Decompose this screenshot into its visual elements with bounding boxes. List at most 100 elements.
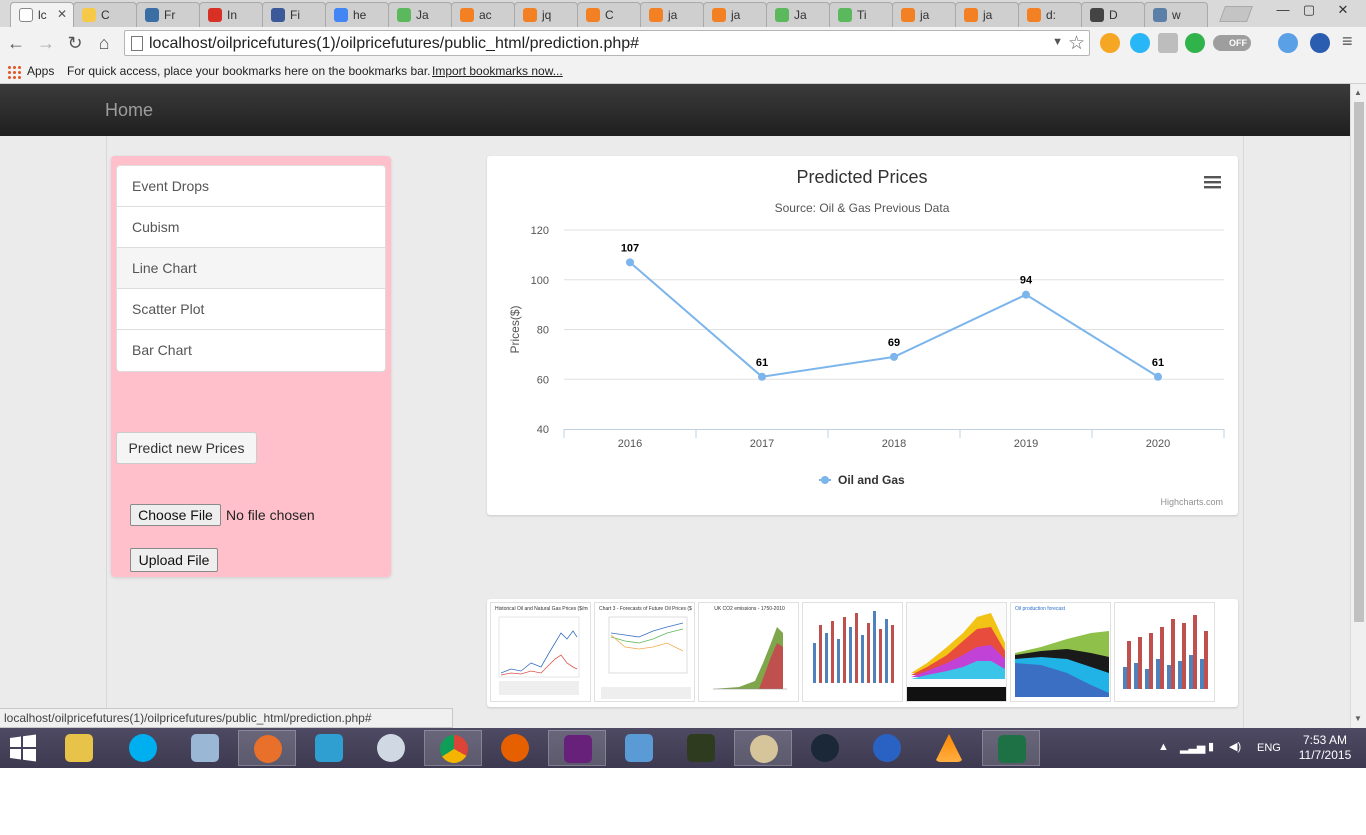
show-hidden-icons-icon[interactable]: ▲ <box>1158 741 1169 753</box>
windows-start-icon[interactable] <box>8 734 38 762</box>
system-clock[interactable]: 7:53 AM 11/7/2015 <box>1292 733 1358 763</box>
maximize-button[interactable]: ▢ <box>1302 2 1316 17</box>
game-icon[interactable] <box>672 730 730 766</box>
apps-grid-icon[interactable] <box>7 65 21 79</box>
chart-credits[interactable]: Highcharts.com <box>1160 497 1223 507</box>
battery-icon[interactable]: ▮ <box>1208 741 1215 753</box>
upload-file-button[interactable]: Upload File <box>130 548 218 572</box>
new-tab-button[interactable] <box>1219 6 1253 22</box>
thumbnail-oil-production[interactable]: Oil production forecast <box>1010 602 1111 702</box>
browser-tab[interactable]: jq <box>514 2 578 27</box>
predict-prices-button[interactable]: Predict new Prices <box>116 432 257 464</box>
sidebar-item-cubism[interactable]: Cubism <box>117 207 385 248</box>
thumbnail-oil-gas-history[interactable]: Historical Oil and Natural Gas Prices ($… <box>490 602 591 702</box>
firefox-developer-icon[interactable] <box>238 730 296 766</box>
reload-button[interactable]: ↻ <box>67 33 83 53</box>
tab-close-icon[interactable]: ✕ <box>56 7 67 21</box>
download-icon[interactable] <box>1158 33 1178 53</box>
excel-icon[interactable] <box>982 730 1040 766</box>
x-tick-label: 2018 <box>882 438 906 450</box>
extension-icon[interactable] <box>1100 33 1120 53</box>
tab-title: C <box>605 8 614 22</box>
data-point[interactable] <box>1022 290 1030 299</box>
thumbnail-bar-chart[interactable] <box>802 602 903 702</box>
legend-item-label[interactable]: Oil and Gas <box>838 473 905 487</box>
back-button[interactable]: ← <box>7 33 25 53</box>
browser-tab[interactable]: d: <box>1018 2 1082 27</box>
signal-icon[interactable]: ▂▃▅ <box>1180 742 1206 754</box>
browser-tab[interactable]: Ti <box>829 2 893 27</box>
browser-tab[interactable]: lc ✕ <box>10 2 74 27</box>
data-point[interactable] <box>1154 372 1162 381</box>
browser-tab[interactable]: D <box>1081 2 1145 27</box>
import-bookmarks-link[interactable]: Import bookmarks now... <box>432 64 563 78</box>
virtualbox-icon[interactable] <box>176 730 234 766</box>
tab-title: Ja <box>416 8 429 22</box>
chart-menu-hamburger-icon[interactable] <box>1204 176 1221 189</box>
chrome-icon[interactable] <box>424 730 482 766</box>
data-point[interactable] <box>890 352 898 361</box>
safari-icon[interactable] <box>362 730 420 766</box>
thumbnail-oil-forecasts[interactable]: Chart 3 - Forecasts of Future Oil Prices… <box>594 602 695 702</box>
language-indicator[interactable]: ENG <box>1257 742 1281 754</box>
navbar: Home <box>0 84 1350 136</box>
skype-icon[interactable] <box>114 730 172 766</box>
sidebar-item-event-drops[interactable]: Event Drops <box>117 166 385 207</box>
browser-tab[interactable]: C <box>577 2 641 27</box>
sidebar-item-line-chart[interactable]: Line Chart <box>117 248 385 289</box>
browser-tab[interactable]: w <box>1144 2 1208 27</box>
browser-tab[interactable]: C <box>73 2 137 27</box>
navbar-home-link[interactable]: Home <box>105 100 154 120</box>
legend-marker <box>821 476 829 484</box>
headphones-icon[interactable] <box>1130 33 1150 53</box>
scroll-down-icon[interactable]: ▼ <box>1354 714 1362 723</box>
browser-tab[interactable]: ja <box>703 2 767 27</box>
url-dropdown-icon[interactable]: ▼ <box>1052 36 1063 48</box>
home-button[interactable]: ⌂ <box>98 33 110 53</box>
browser-tab[interactable]: Ja <box>388 2 452 27</box>
url-text[interactable]: localhost/oilpricefutures(1)/oilpricefut… <box>149 35 640 52</box>
visual-studio-icon[interactable] <box>548 730 606 766</box>
browser-tab[interactable]: Ja <box>766 2 830 27</box>
browser-tab[interactable]: ja <box>892 2 956 27</box>
bookmark-star-icon[interactable]: ☆ <box>1067 33 1085 54</box>
translate-icon[interactable] <box>1310 33 1330 53</box>
volume-icon[interactable]: ◀) <box>1229 741 1242 753</box>
browser-tab[interactable]: ja <box>955 2 1019 27</box>
sidebar-item-bar-chart[interactable]: Bar Chart <box>132 342 192 358</box>
browser-tab[interactable]: he <box>325 2 389 27</box>
browser-tab[interactable]: Fr <box>136 2 200 27</box>
chrome-menu-icon[interactable]: ≡ <box>1342 31 1353 51</box>
minimize-button[interactable]: — <box>1276 2 1290 17</box>
scroll-up-icon[interactable]: ▲ <box>1354 88 1362 97</box>
control-panel-icon[interactable] <box>610 730 668 766</box>
scrollbar-thumb[interactable] <box>1354 102 1364 622</box>
thumbnail-paired-bars[interactable] <box>1114 602 1215 702</box>
data-point[interactable] <box>758 372 766 381</box>
brackets-icon[interactable] <box>300 730 358 766</box>
data-point[interactable] <box>626 258 634 267</box>
paint-icon[interactable] <box>734 730 792 766</box>
browser-tab[interactable]: In <box>199 2 263 27</box>
thumbnail-stacked-area[interactable] <box>906 602 1007 702</box>
firefox-icon[interactable] <box>486 730 544 766</box>
choose-file-button[interactable]: Choose File <box>130 504 221 526</box>
browser-tab[interactable]: ja <box>640 2 704 27</box>
thunderbird-icon[interactable] <box>858 730 916 766</box>
globe-icon[interactable] <box>1278 33 1298 53</box>
browser-tab[interactable]: ac <box>451 2 515 27</box>
thumbnail-uk-emissions[interactable]: UK CO2 emissions - 1750-2010 <box>698 602 799 702</box>
address-bar[interactable]: localhost/oilpricefutures(1)/oilpricefut… <box>124 30 1090 56</box>
power-icon[interactable] <box>1185 33 1205 53</box>
file-explorer-icon[interactable] <box>50 730 108 766</box>
close-window-button[interactable]: ✕ <box>1337 2 1349 17</box>
browser-tab[interactable]: Fi <box>262 2 326 27</box>
steam-icon[interactable] <box>796 730 854 766</box>
forward-button[interactable]: → <box>37 33 55 53</box>
vlc-icon[interactable] <box>920 730 978 766</box>
apps-link[interactable]: Apps <box>27 64 55 78</box>
page-scrollbar[interactable]: ▲ ▼ <box>1350 84 1366 728</box>
off-toggle[interactable]: OFF <box>1213 35 1251 51</box>
sidebar-item-scatter-plot[interactable]: Scatter Plot <box>117 289 385 330</box>
tab-favicon-icon <box>775 8 789 22</box>
